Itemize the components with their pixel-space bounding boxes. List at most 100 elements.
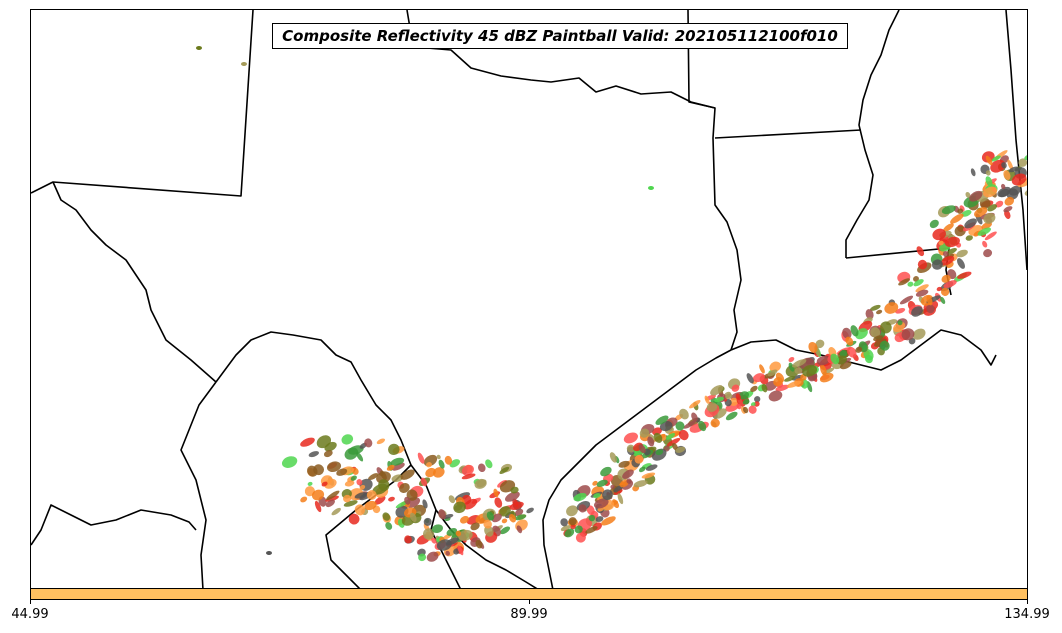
paintball-blob-392	[568, 517, 577, 526]
paintball-blob-575	[348, 513, 360, 525]
paintball-blob-262	[683, 420, 696, 429]
paintball-blob-454	[391, 474, 404, 483]
paintball-blob-332	[560, 518, 569, 527]
paintball-blob-638	[455, 530, 462, 537]
paintball-blob-479	[300, 437, 315, 447]
paintball-blob-429	[626, 478, 632, 484]
paintball-blob-301	[792, 359, 807, 368]
tick-1	[529, 600, 530, 604]
paintball-blob-122	[943, 280, 957, 289]
paintball-blob-622	[499, 506, 511, 517]
paintball-blob-629	[436, 539, 452, 551]
paintball-blob-558	[359, 484, 366, 490]
paintball-blob-141	[931, 259, 943, 270]
paintball-blob-309	[691, 412, 698, 422]
border-tx-west	[52, 181, 217, 383]
paintball-blob-149	[977, 227, 991, 236]
paintball-blob-147	[1003, 206, 1013, 213]
paintball-blob-617	[426, 551, 439, 562]
paintball-blob-86	[907, 281, 914, 287]
paintball-blob-91	[1024, 154, 1027, 161]
paintball-blob-318	[864, 354, 873, 364]
paintball-blob-524	[374, 495, 386, 505]
paintball-blob-240	[794, 367, 803, 375]
paintball-blob-522	[404, 535, 413, 544]
paintball-blob-549	[350, 475, 357, 481]
paintball-blob-119	[957, 258, 965, 269]
paintball-blob-424	[593, 498, 609, 509]
paintball-blob-276	[897, 320, 903, 326]
paintball-blob-604	[445, 550, 450, 556]
paintball-blob-359	[618, 460, 630, 468]
paintball-blob-535	[422, 528, 435, 540]
paintball-blob-635	[483, 519, 492, 529]
paintball-blob-302	[698, 420, 707, 432]
tick-label-2: 134.99	[1004, 607, 1050, 622]
paintball-blob-281	[759, 364, 765, 374]
paintball-blob-101	[936, 286, 942, 292]
gulf-coast-tx	[542, 349, 732, 588]
paintball-blob-413	[601, 516, 616, 526]
paintball-blob-572	[382, 512, 391, 521]
border-tx-nm	[31, 10, 254, 197]
paintball-blob-165	[689, 400, 701, 409]
paintball-blob-123	[984, 231, 997, 241]
paintball-blob-62	[946, 247, 957, 255]
paintball-blob-75	[941, 274, 951, 283]
paintball-blob-380	[655, 415, 669, 425]
paintball-blob-241	[761, 383, 768, 393]
paintball-blob-312	[836, 355, 848, 365]
paintball-blob-72	[865, 309, 874, 320]
paintball-blob-244	[870, 327, 881, 338]
paintball-blob-38	[954, 225, 966, 237]
paintball-blob-461	[308, 451, 319, 458]
paintball-blob-554	[422, 499, 428, 509]
paintball-blob-614	[514, 514, 527, 521]
paintball-blob-187	[729, 397, 739, 407]
paintball-blob-557	[336, 468, 348, 476]
paintball-blob-46	[929, 219, 939, 229]
paintball-blob-567	[423, 517, 432, 526]
paintball-blob-555	[399, 483, 410, 493]
paintball-blob-357	[666, 437, 681, 447]
paintball-blob-224	[750, 402, 756, 407]
paintball-blob-576	[344, 480, 355, 487]
paintball-blob-532	[406, 489, 418, 501]
paintball-blob-199	[775, 384, 790, 392]
paintball-blob-239	[845, 336, 854, 346]
paintball-blob-130	[876, 309, 883, 315]
paintball-blob-291	[652, 427, 662, 436]
paintball-blob-115	[969, 190, 983, 202]
tick-0	[30, 600, 31, 604]
paintball-blob-51	[965, 192, 971, 198]
paintball-blob-574	[385, 522, 393, 530]
paintball-blob-526	[388, 496, 395, 502]
paintball-blob-311	[879, 340, 890, 351]
paintball-blob-137	[985, 176, 993, 187]
paintball-blob-417	[638, 444, 646, 454]
paintball-blob-570	[438, 509, 446, 520]
paintball-blob-374	[586, 505, 595, 516]
paintball-blob-315	[830, 353, 840, 365]
paintball-blob-104	[987, 204, 998, 212]
border-tx-la	[687, 10, 742, 351]
paintball-blob-303	[773, 377, 783, 387]
paintball-blob-56	[1003, 170, 1011, 181]
paintball-blob-382	[573, 492, 587, 502]
paintball-blob-490	[388, 443, 400, 456]
paintball-blob-133	[983, 186, 998, 198]
paintball-blob-562	[354, 504, 366, 516]
paintball-blob-477	[504, 491, 520, 502]
paintball-blob-252	[820, 364, 827, 376]
paintball-blob-296	[706, 402, 718, 412]
paintball-blob-263	[752, 373, 765, 383]
tick-label-1: 89.99	[510, 607, 548, 622]
paintball-blob-335	[678, 429, 689, 441]
paintball-blob-377	[575, 532, 586, 543]
paintball-blob-242	[768, 390, 783, 402]
paintball-blob-107	[911, 306, 923, 317]
paintball-blob-495	[323, 450, 333, 458]
border-mexico-2	[31, 504, 197, 546]
paintball-blob-27	[982, 240, 988, 248]
paintball-blob-139	[950, 213, 964, 224]
